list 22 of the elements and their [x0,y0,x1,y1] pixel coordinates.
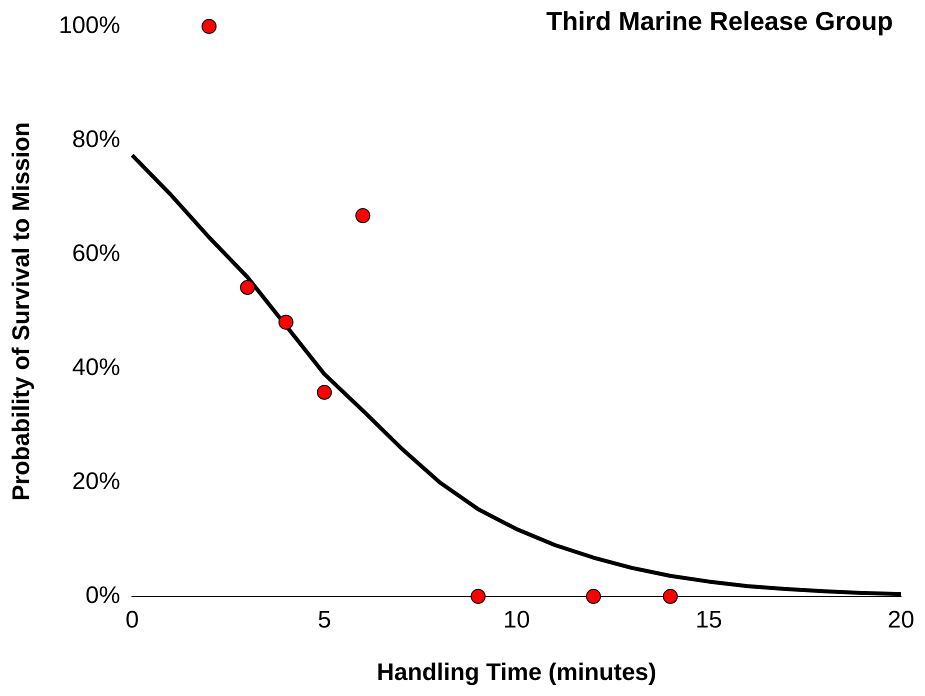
x-tick-label: 20 [888,606,914,634]
x-axis-title: Handling Time (minutes) [376,659,656,686]
x-tick-label: 10 [503,606,530,634]
y-tick-label: 40% [72,354,120,382]
point [355,208,370,224]
x-tick-label: 0 [126,606,139,634]
x-tick-label: 5 [318,606,332,634]
y-axis-title: Probability of Survival to Mission [8,122,36,501]
x-tick-label: 15 [695,606,722,634]
point [240,280,256,295]
point [586,588,601,604]
y-tick-label: 20% [72,468,120,496]
point [202,18,217,34]
y-tick-label: 60% [72,240,120,268]
point [470,588,486,604]
point [316,384,332,400]
y-tick-label: 0% [85,582,120,610]
y-tick-label: 80% [72,126,120,154]
y-tick-label: 100% [58,12,120,40]
point [278,314,294,330]
chart-title: Third Marine Release Group [546,6,893,36]
point [662,588,678,604]
